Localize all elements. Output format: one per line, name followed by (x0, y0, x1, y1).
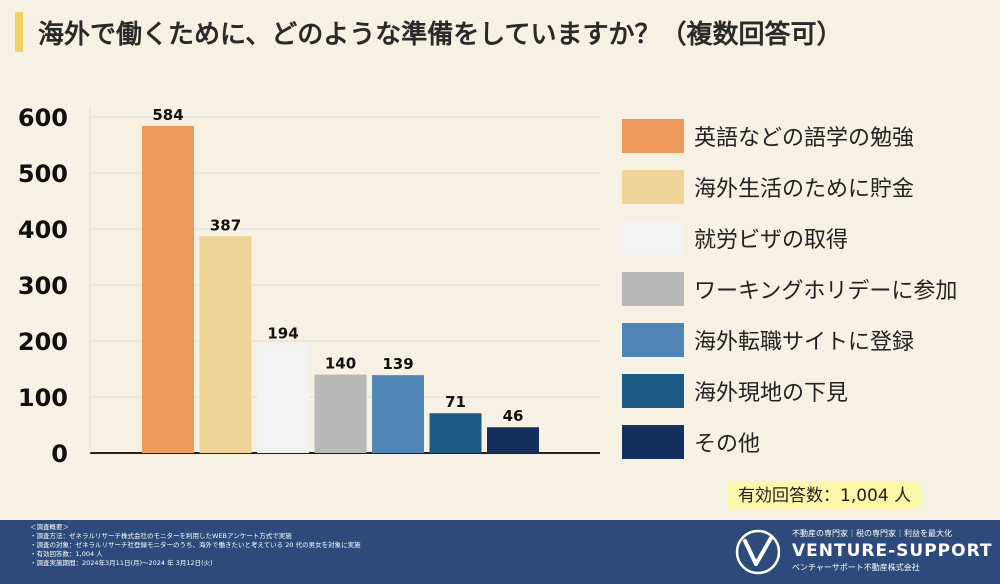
logo-tagline: 不動産の専門家｜税の専門家｜利益を最大化 (792, 529, 952, 538)
legend-label: 海外生活のために貯金 (694, 176, 915, 202)
survey-note-line: ＜調査概要＞ (30, 523, 69, 531)
venture-support-logo-icon (735, 529, 781, 575)
survey-notes: ＜調査概要＞ ・調査方法：ゼネラルリサーチ株式会社のモニターを利用したWEBアンケ… (30, 523, 361, 568)
legend-label: その他 (694, 431, 761, 457)
legend-label: 英語などの語学の勉強 (694, 125, 915, 151)
bar-value-label: 387 (210, 216, 241, 234)
bars (142, 125, 539, 454)
survey-note-line: ・調査実施期間：2024年3月11日(月)～2024 年 3月12日(火) (30, 559, 213, 567)
y-axis: 0 100 200 300 400 500 600 (18, 104, 91, 468)
logo-text-block: 不動産の専門家｜税の専門家｜利益を最大化 VENTURE-SUPPORT ベンチ… (792, 528, 992, 573)
legend-swatch (622, 271, 684, 306)
y-tick-label: 100 (18, 384, 68, 412)
legend-swatch (622, 169, 684, 204)
bar-value-label: 139 (382, 355, 413, 373)
legend: 英語などの語学の勉強 海外生活のために貯金 就労ビザの取得ワーキングホリデーに参加海… (622, 110, 992, 467)
bar (314, 374, 367, 453)
footer: ＜調査概要＞ ・調査方法：ゼネラルリサーチ株式会社のモニターを利用したWEBアンケ… (0, 520, 1000, 584)
bar (257, 344, 309, 453)
legend-item: 海外生活のために貯金 (622, 161, 992, 212)
bar-value-label: 46 (503, 407, 524, 425)
total-respondents-badge: 有効回答数：1,004 人 (728, 482, 922, 510)
survey-note-line: ・調査方法：ゼネラルリサーチ株式会社のモニターを利用したWEBアンケート方式で実… (30, 532, 292, 540)
legend-item: 就労ビザの取得 (622, 212, 992, 263)
y-tick-label: 0 (51, 440, 68, 468)
bar (142, 125, 194, 454)
legend-item: 海外現地の下見 (622, 365, 992, 416)
bar-value-label: 140 (325, 355, 356, 373)
logo-brand-name: VENTURE-SUPPORT (792, 541, 993, 561)
bar-chart: 0 100 200 300 400 500 600 584 387 194 140 139 71 46 (18, 104, 600, 468)
legend-label: ワーキングホリデーに参加 (694, 278, 958, 304)
legend-label: 海外現地の下見 (694, 380, 849, 406)
bar-value-label: 194 (267, 324, 298, 342)
legend-swatch (622, 322, 684, 357)
legend-label: 就労ビザの取得 (694, 227, 849, 253)
bar (487, 427, 539, 453)
y-tick-label: 400 (18, 216, 68, 244)
survey-note-line: ・有効回答数：1,004 人 (30, 550, 103, 558)
bar (372, 375, 424, 453)
logo-company-name: ベンチャーサポート不動産株式会社 (792, 563, 920, 572)
legend-swatch (622, 220, 684, 255)
legend-label: 海外転職サイトに登録 (694, 329, 915, 355)
y-tick-label: 300 (18, 272, 68, 300)
legend-item: 英語などの語学の勉強 (622, 110, 992, 161)
legend-swatch (622, 373, 684, 408)
legend-item: ワーキングホリデーに参加 (622, 263, 992, 314)
y-tick-label: 200 (18, 328, 68, 356)
title-accent-bar (15, 12, 23, 52)
bar-value-label: 584 (152, 106, 183, 124)
legend-swatch (622, 118, 684, 153)
title-bar: 海外で働くために、どのような準備をしていますか？（複数回答可） (0, 0, 1000, 62)
survey-note-line: ・調査の対象：ゼネラルリサーチ社登録モニターのうち、海外で働きたいと考えている … (30, 541, 361, 549)
legend-swatch (622, 424, 684, 459)
bar (199, 236, 252, 453)
bar-value-label: 71 (445, 393, 466, 411)
legend-item: 海外転職サイトに登録 (622, 314, 992, 365)
y-tick-label: 500 (18, 160, 68, 188)
data-labels: 584 387 194 140 139 71 46 (152, 106, 523, 425)
chart-title: 海外で働くために、どのような準備をしていますか？（複数回答可） (38, 20, 843, 50)
legend-item: その他 (622, 416, 992, 467)
bar (429, 413, 482, 453)
y-tick-label: 600 (18, 104, 68, 132)
